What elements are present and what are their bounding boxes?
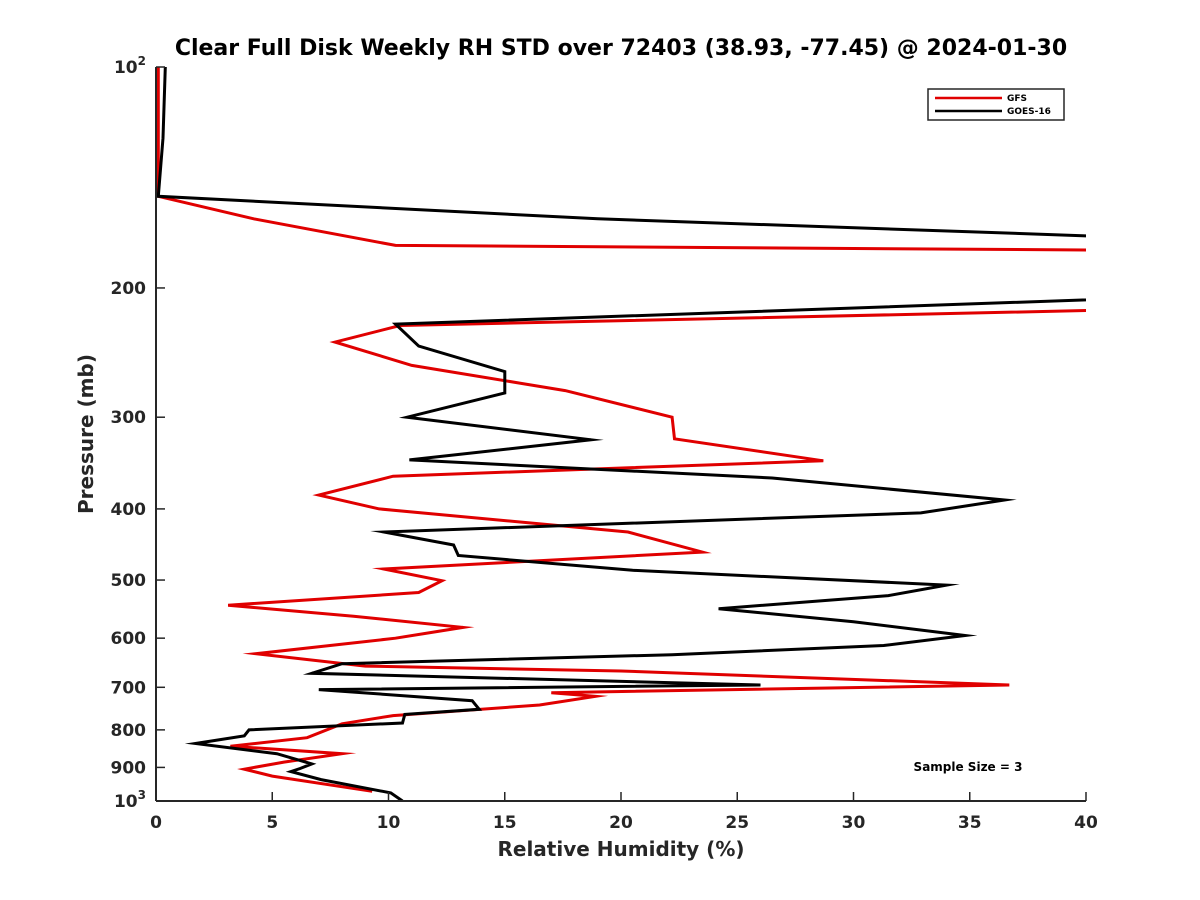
y-tick-label: 200 [111,279,147,299]
x-tick-label: 40 [1074,813,1098,833]
y-tick-label: 800 [111,721,147,741]
x-tick-label: 5 [266,813,278,833]
x-tick-label: 25 [725,813,749,833]
y-ticks: 102 200 300 400 500 600 700 800 900 103 [111,54,165,812]
sample-size-annotation: Sample Size = 3 [914,760,1023,774]
y-tick-label: 600 [111,629,147,649]
y-axis-label: Pressure (mb) [74,354,98,514]
y-tick-label: 400 [111,500,147,520]
y-tick-label: 500 [111,571,147,591]
legend-label: GFS [1007,94,1027,104]
y-tick-label: 900 [111,758,147,778]
legend-label: GOES-16 [1007,107,1051,117]
legend-entries: GFS GOES-16 [935,94,1051,117]
x-tick-label: 30 [842,813,866,833]
y-tick-label: 300 [111,408,147,428]
series-layer [156,67,1086,801]
x-axis-label: Relative Humidity (%) [497,837,744,861]
y-tick-label: 102 [114,54,146,78]
x-tick-label: 35 [958,813,982,833]
x-tick-label: 0 [150,813,162,833]
y-tick-label: 700 [111,678,147,698]
plot-area [156,67,1086,801]
legend-box [927,88,1065,121]
y-tick-label: 103 [114,788,146,812]
x-tick-label: 10 [377,813,401,833]
x-tick-label: 20 [609,813,633,833]
x-ticks: 0 5 10 15 20 25 30 35 40 [150,792,1098,833]
series-line-goes-16 [156,67,1086,801]
chart-title: Clear Full Disk Weekly RH STD over 72403… [175,36,1067,61]
x-tick-label: 15 [493,813,517,833]
legend: GFS GOES-16 [927,88,1065,121]
